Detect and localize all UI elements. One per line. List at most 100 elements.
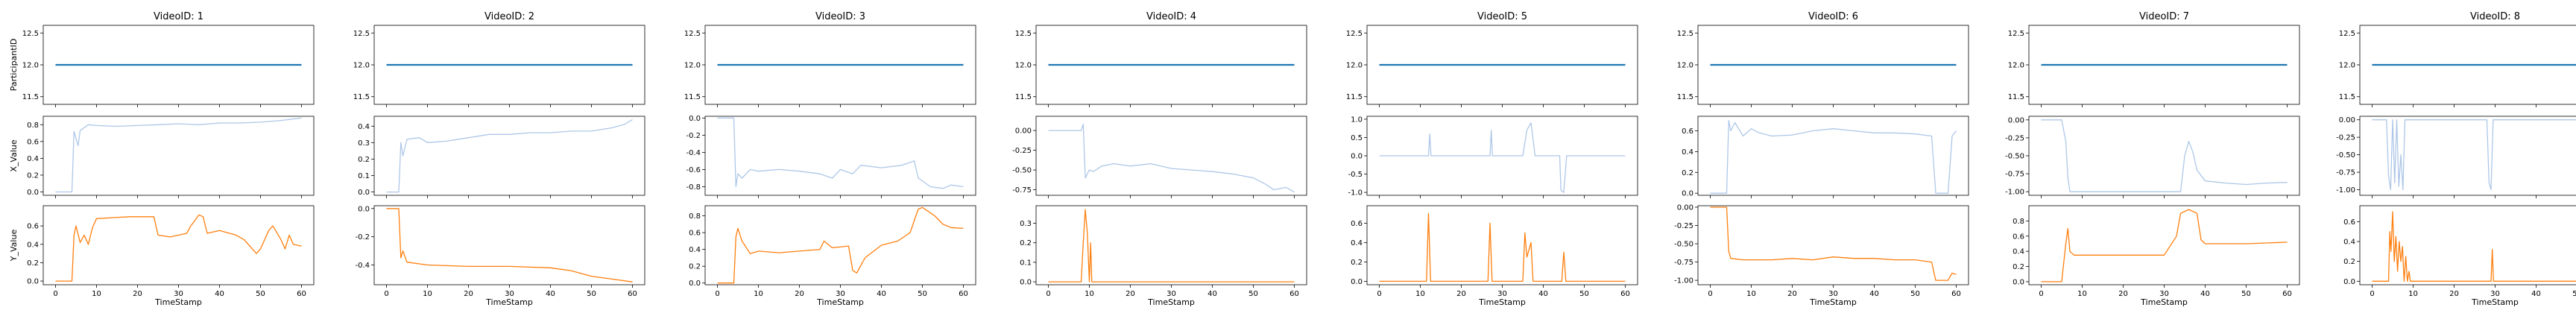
x-axis-label: TimeStamp (154, 297, 202, 307)
x-tick-label: 20 (2118, 290, 2128, 298)
panel-title: VideoID: 7 (2139, 11, 2189, 22)
y-tick-label: 0.2 (1682, 169, 1693, 177)
x-tick-label: 20 (133, 290, 142, 298)
x-tick-label: 30 (1167, 290, 1176, 298)
y-tick-label: -0.2 (686, 132, 701, 140)
x-axis-label: TimeStamp (1147, 297, 1195, 307)
y-tick-label: -0.25 (2005, 134, 2024, 142)
y-tick-label: 11.5 (353, 93, 370, 101)
x-tick-label: 30 (505, 290, 514, 298)
x-tick-label: 10 (1415, 290, 1425, 298)
y-value-series-line (2372, 211, 2576, 282)
x-tick-label: 10 (2077, 290, 2087, 298)
x-tick-label: 0 (1046, 290, 1050, 298)
subplot-x-value: 0.00 -0.25 -0.50 -0.75 -1.00 (2336, 116, 2576, 198)
x-tick-label: 10 (423, 290, 432, 298)
x-tick-label: 50 (256, 290, 265, 298)
y-tick-label: -1.00 (2005, 189, 2024, 197)
y-tick-label: 0.2 (689, 263, 701, 271)
y-tick-label: -0.75 (2005, 171, 2024, 179)
x-tick-label: 50 (2572, 290, 2576, 298)
x-tick-label: 50 (2241, 290, 2251, 298)
panel-column-5: VideoID: 5 11.5 12.0 12.5 1.0 0.5 0.0 -0.5 -1.0 0… (1346, 11, 1638, 307)
y-tick-label: 0.8 (2012, 218, 2024, 226)
y-tick-label: 0.4 (27, 155, 39, 163)
x-tick-label: 50 (587, 290, 596, 298)
panel-column-7: VideoID: 711.512.012.50.00-0.25-0.50-0.7… (2005, 11, 2300, 307)
x-tick-label: 20 (2449, 290, 2459, 298)
subplot-y-value: 0.0 0.2 0.4 0.6 0 10 20 30 40 50 60 Y_Value (9, 205, 315, 298)
x-tick-label: 30 (2490, 290, 2500, 298)
y-tick-label: 0.1 (358, 172, 370, 180)
y-tick-label: 0.2 (27, 171, 39, 180)
y-tick-label: 12.5 (1015, 30, 1032, 38)
y-value-series-line (386, 208, 633, 282)
panel-column-1: VideoID: 111.512.012.5ParticipantID0.00.… (9, 11, 315, 307)
y-tick-label: -0.50 (2336, 151, 2355, 160)
subplot-participant: 11.5 12.0 12.5 (1346, 25, 1638, 107)
x-tick-label: 40 (1869, 290, 1879, 298)
y-tick-label: -1.0 (1348, 189, 1363, 198)
y-tick-label: -1.00 (1674, 277, 1693, 285)
x-tick-label: 0 (2039, 290, 2043, 298)
subplot-participant: 11.5 12.0 12.5 (1677, 25, 1969, 107)
y-tick-label: 12.5 (353, 30, 370, 38)
x-tick-label: 20 (464, 290, 473, 298)
y-tick-label: -0.50 (1674, 241, 1693, 249)
y-tick-label: 0.00 (2008, 116, 2024, 124)
y-tick-label: 0.4 (1351, 239, 1363, 247)
y-tick-label: 12.5 (1346, 30, 1363, 38)
subplot-participant: 11.5 12.0 12.5 (353, 25, 645, 107)
y-tick-label: 0.6 (1682, 127, 1693, 136)
y-tick-label: -0.75 (1012, 186, 1032, 195)
x-tick-label: 10 (2408, 290, 2418, 298)
x-value-series-line (2372, 119, 2576, 191)
subplot-x-value: 1.0 0.5 0.0 -0.5 -1.0 (1348, 116, 1638, 198)
y-tick-label: 0.2 (2343, 258, 2355, 266)
y-tick-label: 0.00 (2339, 116, 2355, 124)
y-tick-label: -0.75 (2336, 169, 2355, 177)
y-tick-label: 11.5 (1346, 93, 1363, 101)
y-tick-label: 0.2 (27, 259, 39, 268)
x-tick-label: 40 (2200, 290, 2210, 298)
x-tick-label: 40 (215, 290, 224, 298)
panel-title: VideoID: 3 (815, 11, 865, 22)
x-tick-label: 40 (1538, 290, 1548, 298)
y-tick-label: 12.0 (1346, 62, 1363, 70)
y-tick-label: 0.5 (1351, 134, 1363, 142)
x-tick-label: 30 (174, 290, 183, 298)
x-value-series-line (386, 119, 633, 193)
y-tick-label: -0.25 (2336, 134, 2355, 142)
subplot-x-value: 0.0 0.1 0.2 0.3 0.4 (358, 116, 645, 198)
subplot-y-value: 0.0 0.2 0.4 0.6 0.8 0 10 20 30 40 50 60 (689, 205, 976, 298)
y-tick-label: -0.2 (355, 233, 370, 242)
y-tick-label: -0.75 (1674, 259, 1693, 267)
panel-column-2: VideoID: 211.512.012.50.00.10.20.30.40.0… (353, 11, 645, 307)
y-tick-label: 12.5 (2339, 30, 2355, 38)
x-value-series-line (1710, 119, 1957, 194)
axes-frame (704, 205, 976, 285)
y-tick-label: 0.0 (1351, 278, 1363, 286)
y-tick-label: 12.5 (22, 30, 39, 38)
panel-title: VideoID: 8 (2470, 11, 2520, 22)
y-tick-label: 0.2 (358, 156, 370, 164)
x-tick-label: 20 (795, 290, 804, 298)
y-tick-label: 0.8 (27, 121, 39, 130)
axes-frame (1035, 116, 1307, 196)
x-tick-label: 30 (836, 290, 845, 298)
x-tick-label: 10 (1085, 290, 1094, 298)
x-axis-label: TimeStamp (1809, 297, 1857, 307)
y-tick-label: 12.0 (22, 62, 39, 70)
panel-column-3: VideoID: 3 11.5 12.0 12.5 0.0 -0.2 -0.4 -0.6 -0.… (684, 11, 976, 307)
panel-title: VideoID: 2 (484, 11, 534, 22)
y-tick-label: 0.4 (2343, 239, 2355, 247)
x-tick-label: 60 (2282, 290, 2292, 298)
subplot-participant: 11.5 12.0 12.5 (684, 25, 976, 107)
x-tick-label: 50 (918, 290, 927, 298)
y-tick-label: 0.8 (689, 212, 701, 221)
y-tick-label: 12.5 (684, 30, 701, 38)
y-tick-label: 12.5 (2008, 30, 2024, 38)
x-value-series-line (55, 117, 302, 193)
y-tick-label: 12.0 (1677, 62, 1693, 70)
x-tick-label: 20 (1126, 290, 1135, 298)
